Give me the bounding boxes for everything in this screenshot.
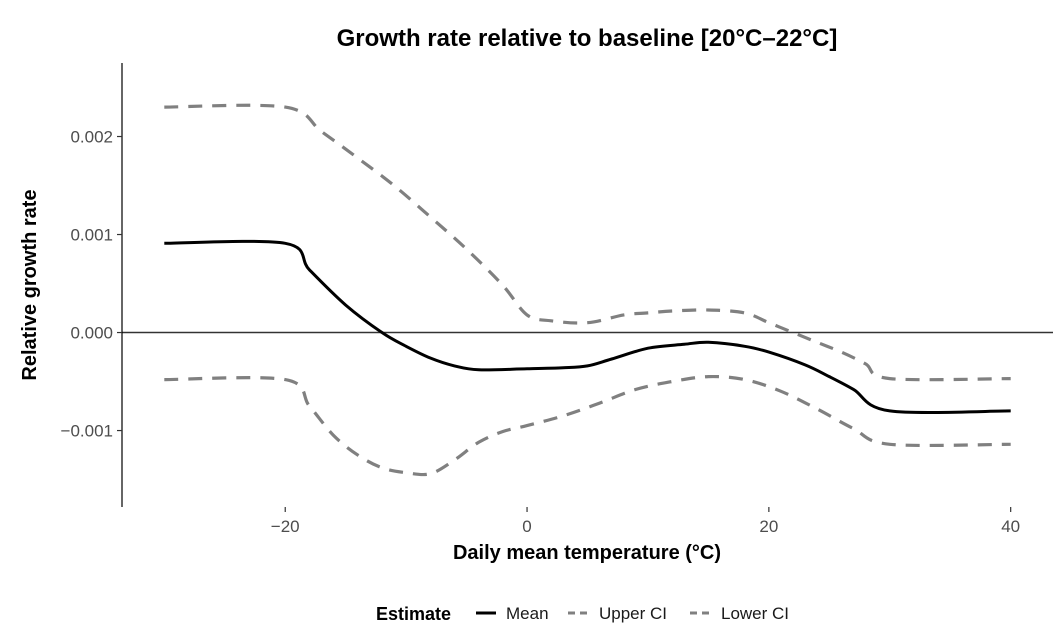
x-tick-label: −20 — [271, 517, 300, 536]
x-tick-label: 0 — [522, 517, 531, 536]
x-tick-label: 20 — [759, 517, 778, 536]
legend: Estimate Mean Upper CI Lower CI — [376, 604, 789, 624]
legend-label-lower-ci: Lower CI — [721, 604, 789, 623]
y-tick-label: 0.002 — [70, 128, 113, 147]
chart-title: Growth rate relative to baseline [20°C–2… — [337, 25, 838, 52]
y-tick-label: 0.001 — [70, 226, 113, 245]
legend-title: Estimate — [376, 604, 451, 624]
x-tick-label: 40 — [1001, 517, 1020, 536]
series-line-mean — [164, 239, 1011, 414]
y-tick-label: 0.000 — [70, 324, 113, 343]
series-layer — [164, 103, 1011, 477]
y-axis-ticks: −0.001 0.000 0.001 0.002 — [61, 128, 122, 441]
legend-label-mean: Mean — [506, 604, 549, 623]
y-tick-label: −0.001 — [61, 422, 113, 441]
x-axis-title: Daily mean temperature (°C) — [453, 542, 721, 564]
x-axis-ticks: −20 0 20 40 — [271, 507, 1020, 536]
legend-label-upper-ci: Upper CI — [599, 604, 667, 623]
plot-panel: −0.001 0.000 0.001 0.002 −20 0 20 40 — [61, 63, 1053, 536]
series-line-lower-ci — [164, 374, 1011, 477]
legend-entries: Mean Upper CI Lower CI — [476, 604, 789, 623]
y-axis-title: Relative growth rate — [19, 189, 41, 380]
series-line-upper-ci — [164, 103, 1011, 382]
